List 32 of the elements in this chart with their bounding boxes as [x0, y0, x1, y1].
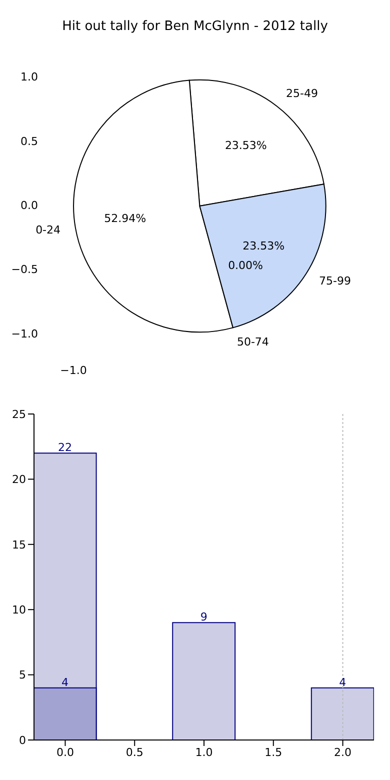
text: 0.5	[20, 134, 38, 148]
y-tick-label: 25	[12, 408, 26, 421]
text: 1.0	[20, 70, 38, 84]
bar	[310, 687, 374, 740]
text: −0.5	[11, 263, 38, 276]
data-label: 52.94%	[104, 212, 146, 226]
slice-label: 75-99	[319, 274, 352, 288]
x-tick-label: 1.0	[195, 746, 213, 759]
y-tick-label: 15	[12, 538, 26, 552]
slice-label: 0-24	[36, 224, 61, 237]
text: 0.00%	[228, 259, 264, 272]
data-label: 23.53%	[224, 139, 267, 152]
data-label: 9	[200, 610, 208, 624]
bar	[172, 622, 236, 740]
data-label: 4	[62, 676, 69, 689]
data-label: 22	[58, 441, 72, 454]
text: 0.0	[20, 199, 38, 212]
data-label: 23.53%	[242, 240, 285, 253]
text: −1.0	[11, 327, 38, 340]
category-label: 50-74	[236, 335, 269, 348]
chart-title: Hit out tally for Ben McGlynn - 2012 tally	[62, 19, 328, 34]
text: −1.0	[60, 364, 87, 377]
y-tick-label: 10	[12, 604, 26, 617]
slice-label: 25-49	[286, 87, 318, 100]
y-tick-label: 0	[19, 734, 26, 747]
x-tick-label: 2.0	[334, 746, 352, 759]
y-tick-label: 20	[12, 473, 26, 486]
x-tick-label: 1.5	[264, 746, 282, 759]
x-tick-label: 0.5	[126, 746, 144, 759]
data-label: 4	[339, 676, 346, 689]
y-tick-label: 5	[19, 668, 26, 682]
x-tick-label: 0.0	[56, 746, 74, 759]
